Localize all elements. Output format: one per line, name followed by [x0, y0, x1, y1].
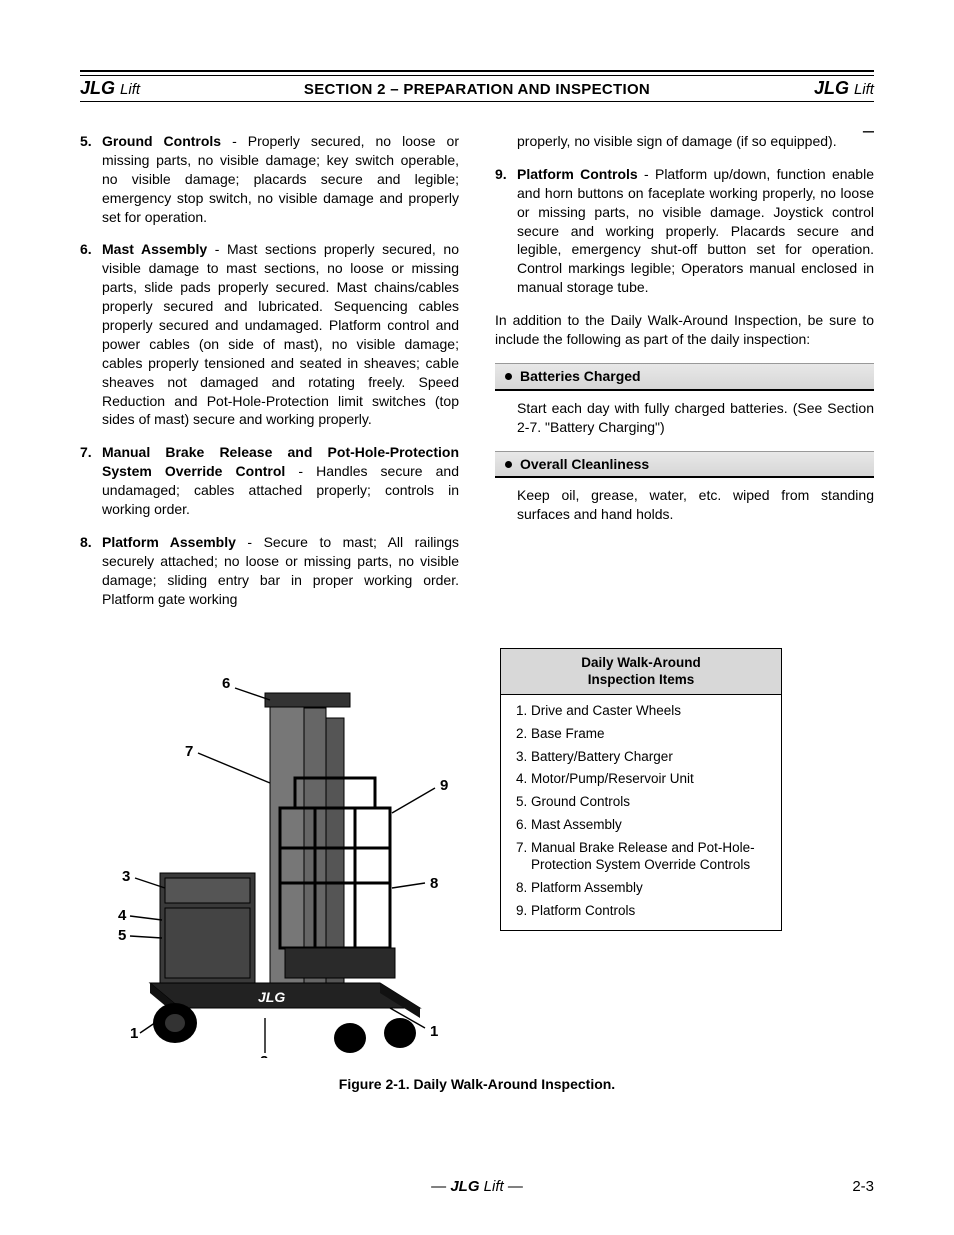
band-heading: Overall Cleanliness — [495, 451, 874, 479]
footer-dash-pre: — — [431, 1178, 450, 1195]
stray-dash: – — [863, 120, 874, 143]
lift-diagram: JLG 1 2 3 4 5 6 7 — [80, 638, 460, 1058]
band-block: Batteries Charged Start each day with fu… — [495, 363, 874, 437]
item-number: 7. — [80, 443, 92, 462]
header-brand-right: JLG Lift — [814, 78, 874, 99]
table-title-l1: Daily Walk-Around — [581, 655, 701, 670]
header-brand-left: JLG Lift — [80, 78, 140, 99]
band-block: Overall Cleanliness Keep oil, grease, wa… — [495, 451, 874, 525]
footer-brand: JLG — [450, 1178, 479, 1195]
callout-2: 2 — [260, 1053, 268, 1058]
band-body: Keep oil, grease, water, etc. wiped from… — [517, 486, 874, 524]
table-row: Mast Assembly — [531, 817, 771, 834]
brand-suffix: Lift — [120, 81, 140, 98]
table-row: Platform Controls — [531, 903, 771, 920]
footer-center: — JLG Lift — — [80, 1178, 874, 1195]
table-title-l2: Inspection Items — [588, 672, 695, 687]
section-title: SECTION 2 – PREPARATION AND INSPECTION — [304, 81, 650, 98]
table-row: Platform Assembly — [531, 880, 771, 897]
item-title: Platform Controls — [517, 166, 638, 182]
table-row: Manual Brake Release and Pot-Hole-Protec… — [531, 840, 771, 874]
table-row: Base Frame — [531, 726, 771, 743]
figure-area: JLG 1 2 3 4 5 6 7 — [80, 638, 874, 1058]
band-heading: Batteries Charged — [495, 363, 874, 391]
callout-1: 1 — [130, 1025, 138, 1042]
item-body: - Mast sections properly secured, no vis… — [102, 241, 459, 427]
page: JLG Lift SECTION 2 – PREPARATION AND INS… — [0, 0, 954, 1235]
callout-4: 4 — [118, 907, 127, 924]
table-header: Daily Walk-Around Inspection Items — [501, 649, 781, 694]
footer-suffix: Lift — [480, 1178, 504, 1195]
table-row: Battery/Battery Charger — [531, 749, 771, 766]
item-number: 9. — [495, 165, 507, 184]
item-number: 6. — [80, 240, 92, 259]
item-title: Ground Controls — [102, 133, 221, 149]
table-row: Motor/Pump/Reservoir Unit — [531, 771, 771, 788]
callout-3: 3 — [122, 868, 130, 885]
callout-7: 7 — [185, 743, 193, 760]
callout-9: 9 — [440, 777, 448, 794]
callout-5: 5 — [118, 927, 126, 944]
table-row: Ground Controls — [531, 794, 771, 811]
inspection-table: Daily Walk-Around Inspection Items Drive… — [500, 648, 782, 930]
page-footer: — JLG Lift — 2-3 — [80, 1178, 874, 1195]
item-number: 8. — [80, 533, 92, 552]
figure-caption: Figure 2-1. Daily Walk-Around Inspection… — [80, 1076, 874, 1092]
callout-1b: 1 — [430, 1023, 438, 1040]
list-item: 8. Platform Assembly - Secure to mast; A… — [80, 533, 459, 609]
page-header: JLG Lift SECTION 2 – PREPARATION AND INS… — [80, 78, 874, 102]
diagram-logo: JLG — [258, 989, 285, 1005]
item-body: - Platform up/down, function enable and … — [517, 166, 874, 295]
item-number: 5. — [80, 132, 92, 151]
item-title: Platform Assembly — [102, 534, 236, 550]
table-body: Drive and Caster Wheels Base Frame Batte… — [531, 703, 771, 920]
body-columns: 5. Ground Controls - Properly secured, n… — [80, 132, 874, 608]
callout-6: 6 — [222, 675, 230, 692]
list-item: 5. Ground Controls - Properly secured, n… — [80, 132, 459, 226]
table-row: Drive and Caster Wheels — [531, 703, 771, 720]
footer-dash-post: — — [504, 1178, 523, 1195]
callout-8: 8 — [430, 875, 438, 892]
header-rule — [80, 70, 874, 76]
band-title: Batteries Charged — [520, 367, 641, 386]
continuation-text: properly, no visible sign of damage (if … — [517, 132, 874, 151]
band-title: Overall Cleanliness — [520, 455, 649, 474]
brand-suffix: Lift — [854, 81, 874, 98]
brand-name: JLG — [80, 78, 115, 98]
list-item: 6. Mast Assembly - Mast sections properl… — [80, 240, 459, 429]
band-body: Start each day with fully charged batter… — [517, 399, 874, 437]
item-title: Mast Assembly — [102, 241, 207, 257]
list-item: 9. Platform Controls - Platform up/down,… — [495, 165, 874, 297]
brand-name: JLG — [814, 78, 849, 98]
addendum-para: In addition to the Daily Walk-Around Ins… — [495, 311, 874, 349]
list-item: 7. Manual Brake Release and Pot-Hole-Pro… — [80, 443, 459, 519]
